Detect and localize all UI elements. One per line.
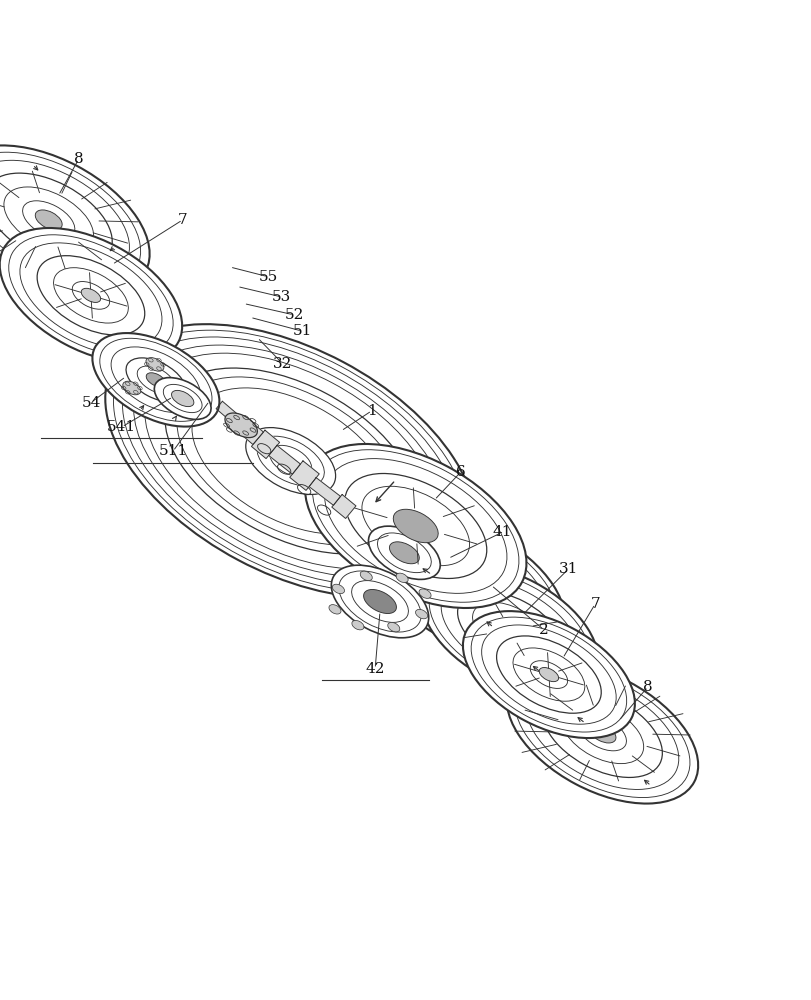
Ellipse shape	[462, 611, 634, 738]
Ellipse shape	[418, 589, 431, 598]
Ellipse shape	[172, 380, 190, 394]
Text: 7: 7	[178, 213, 187, 227]
Polygon shape	[216, 401, 245, 428]
Text: 1: 1	[367, 404, 376, 418]
Ellipse shape	[105, 324, 475, 598]
Text: 51: 51	[292, 324, 311, 338]
Ellipse shape	[360, 571, 371, 581]
Ellipse shape	[171, 390, 194, 407]
Polygon shape	[309, 478, 340, 505]
Text: 8: 8	[642, 680, 652, 694]
Ellipse shape	[345, 473, 486, 578]
Ellipse shape	[81, 288, 101, 302]
Text: 55: 55	[258, 270, 277, 284]
Text: 511: 511	[158, 444, 187, 458]
Ellipse shape	[92, 333, 219, 427]
Text: 41: 41	[491, 525, 511, 539]
Text: 53: 53	[272, 290, 291, 304]
Ellipse shape	[154, 378, 211, 419]
Ellipse shape	[506, 663, 697, 804]
Ellipse shape	[542, 689, 662, 777]
Text: 32: 32	[272, 357, 292, 371]
Text: 541: 541	[107, 420, 136, 434]
Text: 54: 54	[81, 396, 101, 410]
Ellipse shape	[496, 636, 600, 713]
Text: 2: 2	[539, 623, 548, 637]
Polygon shape	[268, 445, 300, 474]
Ellipse shape	[126, 358, 186, 402]
Ellipse shape	[457, 591, 561, 669]
Ellipse shape	[0, 173, 112, 267]
Ellipse shape	[363, 589, 396, 614]
Ellipse shape	[409, 542, 529, 631]
Ellipse shape	[421, 565, 598, 695]
Ellipse shape	[373, 516, 564, 657]
Ellipse shape	[332, 584, 344, 594]
Ellipse shape	[588, 723, 616, 743]
Ellipse shape	[246, 428, 335, 494]
Polygon shape	[290, 461, 319, 490]
Ellipse shape	[0, 145, 149, 294]
Ellipse shape	[146, 358, 164, 371]
Ellipse shape	[35, 210, 62, 230]
Ellipse shape	[225, 413, 257, 438]
Ellipse shape	[331, 565, 428, 638]
Ellipse shape	[388, 622, 399, 632]
Ellipse shape	[305, 444, 526, 608]
Text: 52: 52	[284, 308, 303, 322]
Polygon shape	[237, 418, 263, 444]
Polygon shape	[332, 495, 355, 518]
Ellipse shape	[415, 609, 427, 619]
Ellipse shape	[122, 381, 140, 395]
Ellipse shape	[165, 368, 416, 554]
Polygon shape	[251, 430, 279, 459]
Text: 31: 31	[558, 562, 577, 576]
Ellipse shape	[368, 526, 440, 579]
Ellipse shape	[453, 575, 485, 599]
Text: 42: 42	[365, 662, 384, 676]
Ellipse shape	[328, 605, 341, 614]
Text: 7: 7	[590, 597, 599, 611]
Ellipse shape	[496, 620, 523, 640]
Text: 8: 8	[74, 152, 84, 166]
Ellipse shape	[389, 542, 418, 564]
Ellipse shape	[0, 228, 182, 363]
Ellipse shape	[351, 620, 363, 630]
Ellipse shape	[269, 445, 311, 477]
Ellipse shape	[393, 509, 438, 543]
Text: 6: 6	[456, 465, 466, 479]
Ellipse shape	[539, 668, 558, 682]
Ellipse shape	[396, 573, 408, 583]
Ellipse shape	[146, 373, 165, 387]
Ellipse shape	[37, 256, 144, 335]
